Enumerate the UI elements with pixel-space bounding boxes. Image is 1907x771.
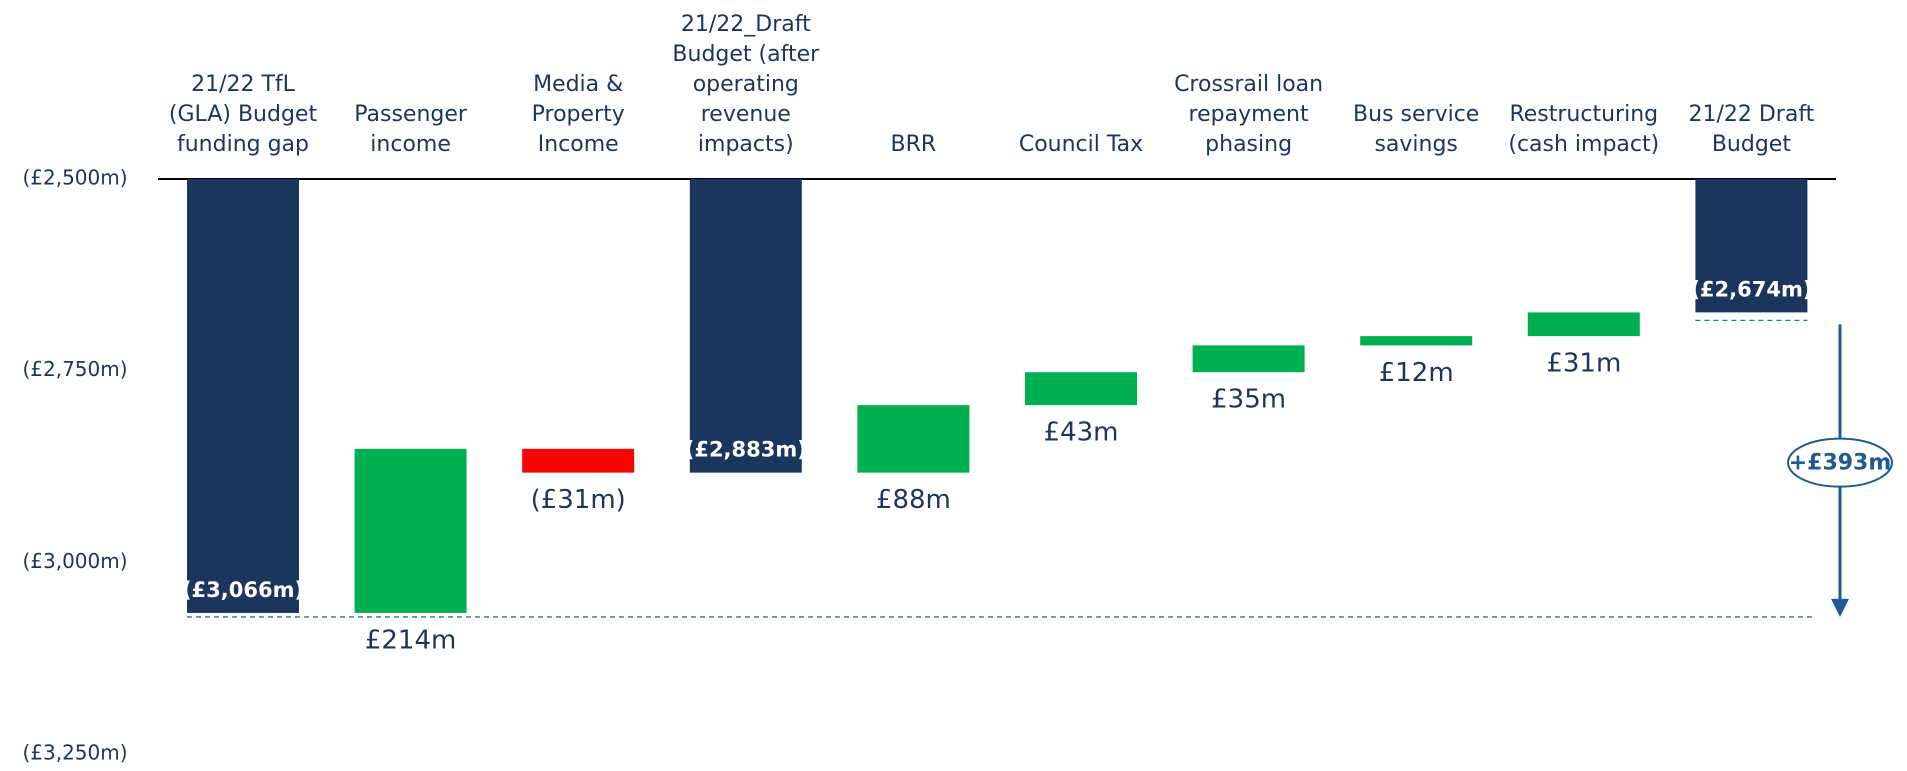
- y-tick-label: (£2,750m): [22, 357, 127, 381]
- y-tick-label: (£3,000m): [22, 549, 127, 573]
- value-label: £88m: [876, 485, 951, 515]
- value-label: £31m: [1546, 349, 1621, 379]
- value-label: (£31m): [531, 485, 626, 515]
- annotation-bubble: [1787, 437, 1893, 488]
- value-label: £214m: [365, 625, 457, 655]
- bar: [689, 179, 802, 473]
- category-label: BRR: [890, 132, 937, 157]
- bar: [1192, 345, 1305, 373]
- bar: [1360, 336, 1473, 346]
- y-tick-label: (£3,250m): [22, 741, 127, 765]
- value-label: £12m: [1379, 358, 1454, 388]
- category-label: Bus service savings: [1353, 102, 1480, 157]
- category-label: Passenger income: [354, 102, 467, 157]
- category-label: Media & Property Income: [531, 72, 625, 157]
- category-label: Restructuring (cash impact): [1508, 102, 1660, 157]
- bar: [857, 405, 970, 473]
- value-label: (£2,883m): [685, 438, 807, 462]
- category-label: 21/22 Draft Budget: [1688, 102, 1815, 157]
- arrow-head: [1831, 598, 1849, 617]
- bar: [1695, 179, 1808, 313]
- category-label: Crossrail loan repayment phasing: [1174, 72, 1324, 157]
- category-label: Council Tax: [1018, 132, 1144, 157]
- bar: [187, 179, 299, 613]
- bar: [1025, 372, 1137, 406]
- value-label: £43m: [1044, 418, 1119, 448]
- category-label: 21/22_Draft Budget (after operating reve…: [672, 12, 820, 157]
- bar: [522, 448, 635, 473]
- value-label: (£2,674m): [1690, 277, 1812, 301]
- bar: [354, 448, 467, 613]
- value-label: (£3,066m): [182, 578, 304, 602]
- y-tick-label: (£2,500m): [22, 166, 127, 190]
- bar: [1527, 312, 1640, 337]
- annotation: +£393m: [1789, 451, 1892, 476]
- value-label: £35m: [1211, 385, 1286, 415]
- category-label: 21/22 TfL (GLA) Budget funding gap: [168, 72, 318, 157]
